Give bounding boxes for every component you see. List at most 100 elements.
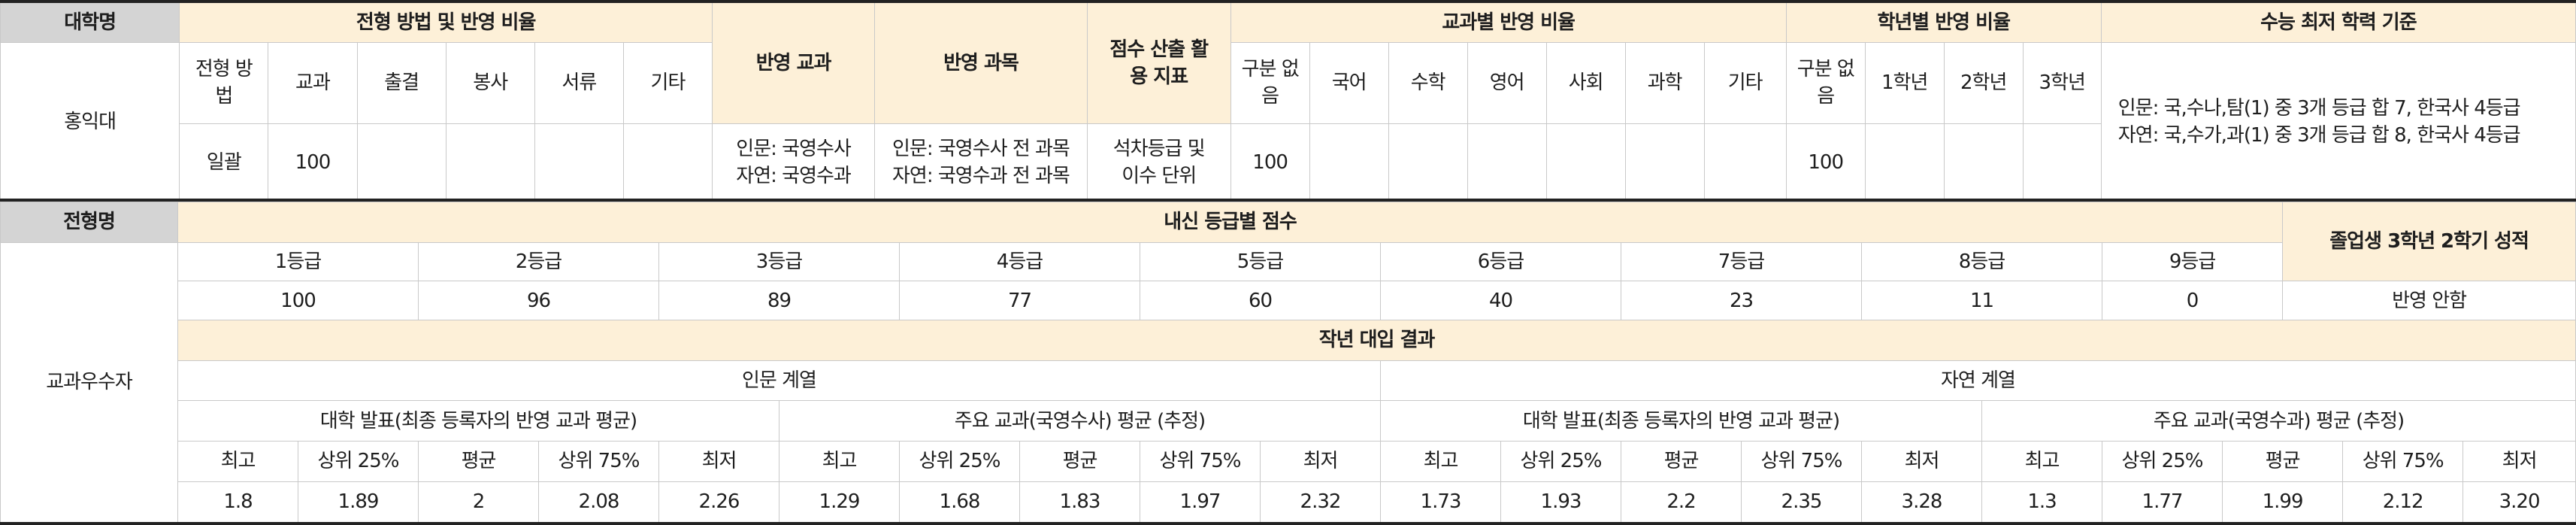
grade-value <box>1943 123 2024 202</box>
subject-value <box>1624 123 1705 202</box>
subject-col-header: 국어 <box>1309 41 1389 124</box>
university-header: 대학명 <box>0 1 180 43</box>
method-ratio-header: 전형 방법 및 반영 비율 <box>179 1 713 43</box>
stat-label: 상위 75% <box>1741 441 1862 482</box>
stat-value: 1.93 <box>1500 481 1621 524</box>
subject-value <box>1703 123 1787 202</box>
csat-minimum-value: 인문: 국,수나,탐(1) 중 3개 등급 합 7, 한국사 4등급 자연: 국… <box>2100 41 2576 202</box>
courses-humanities: 인문: 국영수사 전 과목 <box>892 138 1070 160</box>
subjects-humanities: 인문: 국영수사 <box>736 138 852 160</box>
method-value <box>622 123 713 202</box>
stat-label: 상위 25% <box>1500 441 1621 482</box>
stat-value: 2.2 <box>1621 481 1742 524</box>
subject-col-header: 수학 <box>1388 41 1468 124</box>
grade-score: 100 <box>177 281 419 320</box>
graduate-header: 졸업생 3학년 2학기 성적 <box>2282 201 2576 282</box>
subject-value <box>1388 123 1468 202</box>
stat-value: 1.77 <box>2102 481 2223 524</box>
stat-value: 2 <box>418 481 539 524</box>
stat-label: 평균 <box>418 441 539 482</box>
stat-label: 평균 <box>1621 441 1742 482</box>
method-col-header: 교과 <box>268 41 358 124</box>
subjects-natural: 자연: 국영수과 <box>736 165 852 187</box>
grade-ratio-header: 학년별 반영 비율 <box>1785 1 2102 43</box>
stat-label: 평균 <box>1019 441 1140 482</box>
subject-value: 100 <box>1230 123 1310 202</box>
stat-value: 2.32 <box>1260 481 1381 524</box>
last-year-header: 작년 대입 결과 <box>177 319 2576 361</box>
courses-reflected-header: 반영 과목 <box>874 1 1088 124</box>
grade-score-header: 내신 등급별 점수 <box>177 202 2284 243</box>
grade-col-header: 1학년 <box>1864 41 1945 124</box>
stat-label: 상위 25% <box>298 441 419 482</box>
stat-value: 1.29 <box>779 481 900 524</box>
stat-label: 최고 <box>1981 441 2102 482</box>
subject-value <box>1309 123 1389 202</box>
courses-reflected-value: 인문: 국영수사 전 과목 자연: 국영수과 전 과목 <box>874 123 1088 202</box>
admission-results-table: 전형명 내신 등급별 점수 졸업생 3학년 2학기 성적 교과우수자 1등급 2… <box>0 201 2576 525</box>
grade-label: 8등급 <box>1861 241 2102 282</box>
grade-score: 96 <box>418 281 659 320</box>
stat-label: 상위 75% <box>1140 441 1261 482</box>
score-index-line-1: 석차등급 및 <box>1112 138 1206 160</box>
stat-label: 최고 <box>177 441 298 482</box>
grade-score: 40 <box>1380 281 1621 320</box>
grade-score: 23 <box>1621 281 1862 320</box>
section-divider <box>0 199 2576 202</box>
stat-value: 3.20 <box>2462 481 2576 524</box>
grade-value <box>1864 123 1945 202</box>
subjects-reflected-header: 반영 교과 <box>712 1 876 124</box>
result-group: 대학 발표(최종 등록자의 반영 교과 평균) <box>1380 400 1982 442</box>
courses-natural: 자연: 국영수과 전 과목 <box>892 165 1070 187</box>
stat-label: 상위 75% <box>2342 441 2464 482</box>
stat-value: 1.68 <box>899 481 1020 524</box>
admission-method-table: 대학명 전형 방법 및 반영 비율 반영 교과 반영 과목 점수 산출 활용 지… <box>0 0 2576 202</box>
stat-label: 최저 <box>2462 441 2576 482</box>
stat-label: 최저 <box>658 441 779 482</box>
csat-minimum-natural: 자연: 국,수가,과(1) 중 3개 등급 합 8, 한국사 4등급 <box>2117 124 2521 147</box>
grade-value: 100 <box>1785 123 1866 202</box>
grade-label: 5등급 <box>1140 241 1381 282</box>
stat-value-row: 1.8 1.89 2 2.08 2.26 1.29 1.68 1.83 1.97… <box>1 481 2576 524</box>
stat-value: 1.99 <box>2221 481 2344 524</box>
method-value <box>445 123 535 202</box>
subject-col-header: 사회 <box>1545 41 1626 124</box>
result-group: 대학 발표(최종 등록자의 반영 교과 평균) <box>177 400 779 442</box>
subject-col-header: 과학 <box>1624 41 1705 124</box>
stat-value: 1.73 <box>1380 481 1501 524</box>
score-index-value: 석차등급 및 이수 단위 <box>1086 123 1231 202</box>
subject-col-header: 기타 <box>1703 41 1787 124</box>
method-value: 일괄 <box>179 123 269 202</box>
stat-value: 2.12 <box>2342 481 2464 524</box>
method-col-header: 전형 방법 <box>179 41 269 124</box>
stat-label: 최고 <box>1380 441 1501 482</box>
subject-ratio-header: 교과별 반영 비율 <box>1230 1 1787 43</box>
stat-label: 상위 25% <box>2102 441 2223 482</box>
subject-col-header: 영어 <box>1467 41 1547 124</box>
grade-label: 6등급 <box>1380 241 1621 282</box>
result-group: 주요 교과(국영수과) 평균 (추정) <box>1981 400 2576 442</box>
grade-score: 60 <box>1140 281 1381 320</box>
grade-label: 9등급 <box>2101 241 2284 282</box>
csat-minimum-humanities: 인문: 국,수나,탐(1) 중 3개 등급 합 7, 한국사 4등급 <box>2117 97 2521 120</box>
result-group: 주요 교과(국영수사) 평균 (추정) <box>779 400 1381 442</box>
stat-value: 1.97 <box>1140 481 1261 524</box>
grade-col-header: 구분 없음 <box>1785 41 1866 124</box>
track-header: 전형명 <box>0 202 178 243</box>
track-humanities: 인문 계열 <box>177 360 1381 402</box>
method-col-header: 기타 <box>622 41 713 124</box>
stat-label: 평균 <box>2221 441 2344 482</box>
stat-header-row: 최고 상위 25% 평균 상위 75% 최저 최고 상위 25% 평균 상위 7… <box>1 441 2576 482</box>
grade-label: 3등급 <box>658 241 900 282</box>
method-col-header: 봉사 <box>445 41 535 124</box>
stat-value: 2.08 <box>538 481 659 524</box>
graduate-value: 반영 안함 <box>2282 281 2576 320</box>
university-name: 홍익대 <box>0 41 180 202</box>
method-value <box>356 123 446 202</box>
score-index-line-2: 이수 단위 <box>1122 165 1197 187</box>
subjects-reflected-value: 인문: 국영수사 자연: 국영수과 <box>712 123 876 202</box>
grade-label: 2등급 <box>418 241 659 282</box>
stat-value: 1.83 <box>1019 481 1140 524</box>
stat-value: 1.8 <box>177 481 298 524</box>
